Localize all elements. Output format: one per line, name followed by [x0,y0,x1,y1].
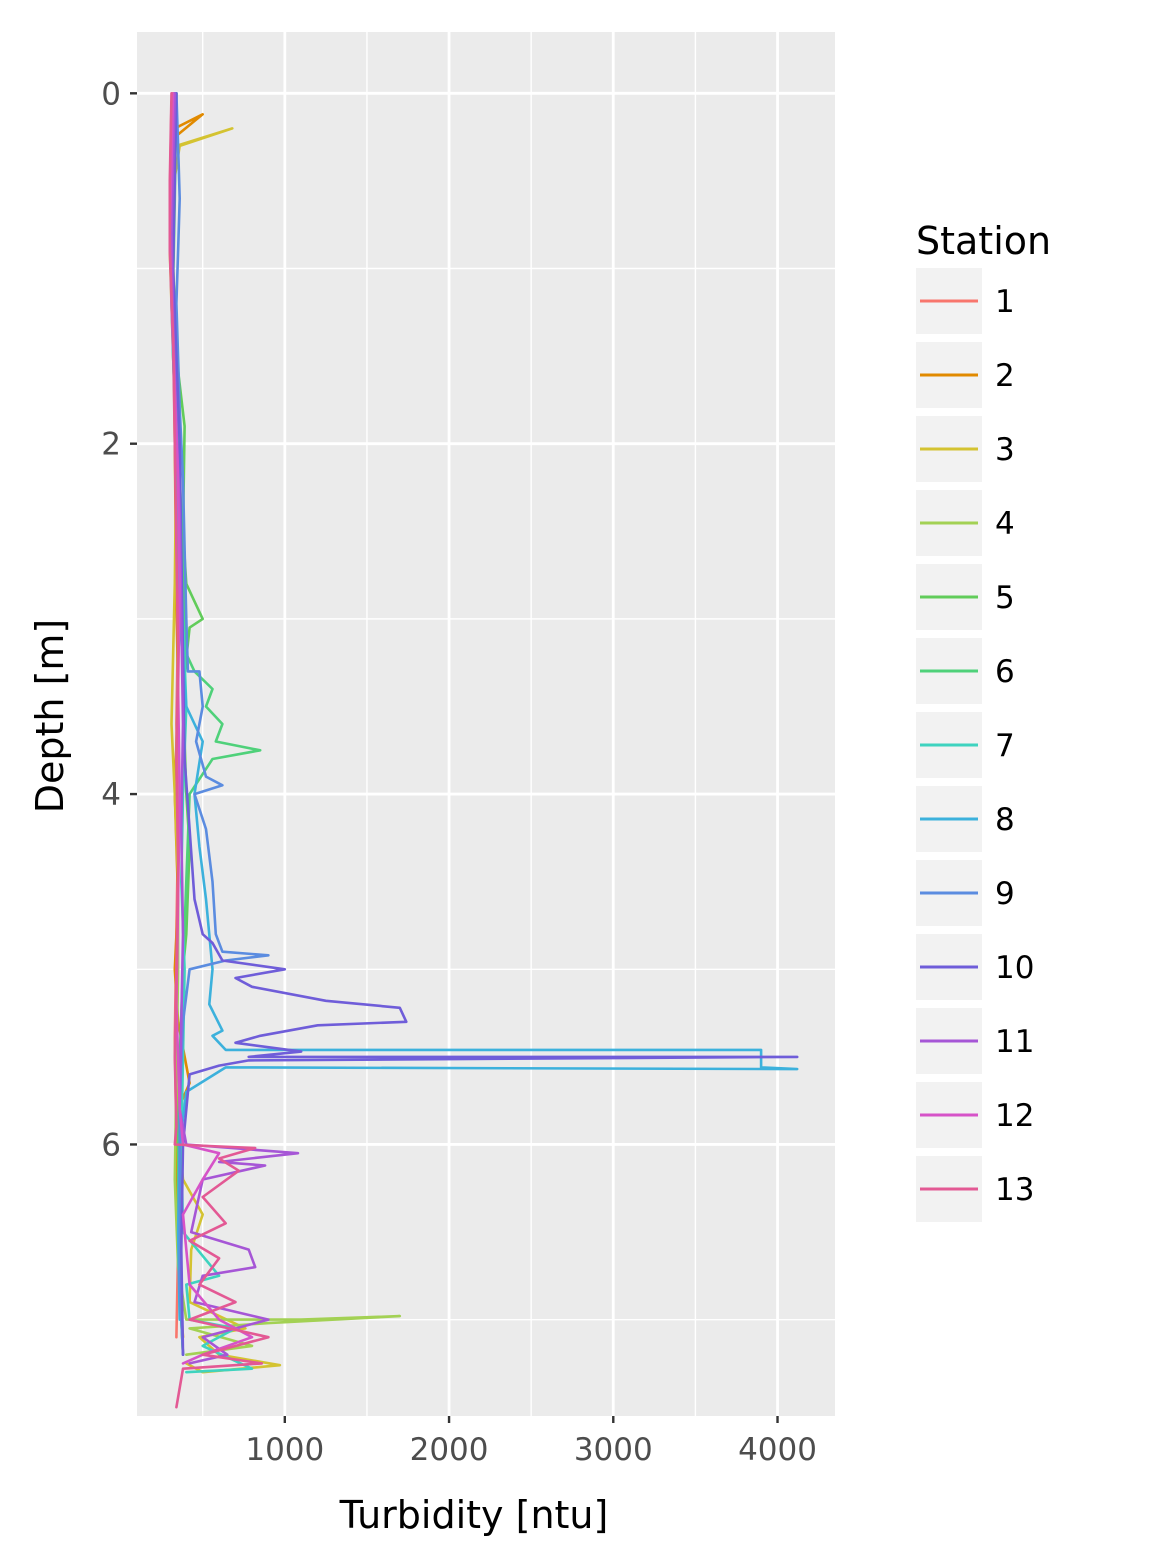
legend-label: 12 [995,1098,1034,1134]
x-tick-label: 3000 [574,1432,653,1468]
legend-label: 5 [995,580,1015,616]
y-tick-label: 6 [101,1127,121,1163]
series-line [168,92,270,1409]
series-line [175,92,270,1356]
legend-label: 6 [995,654,1015,690]
legend-label: 8 [995,802,1015,838]
grid-major [137,32,835,1416]
x-tick-label: 1000 [245,1432,324,1468]
x-axis: 1000 2000 3000 4000 [245,1416,817,1468]
plot-panel [137,32,835,1416]
y-tick-label: 2 [101,427,121,463]
legend-label: 13 [995,1172,1034,1208]
y-axis-title: Depth [m] [28,619,72,814]
y-axis: 0 2 4 6 [101,76,137,1163]
legend-label: 7 [995,728,1015,764]
legend-label: 4 [995,506,1015,542]
legend-label: 2 [995,358,1015,394]
y-tick-label: 4 [101,777,121,813]
x-axis-title: Turbidity [ntu] [339,1493,609,1537]
y-tick-label: 0 [101,76,121,112]
x-tick-label: 2000 [410,1432,489,1468]
legend-label: 3 [995,432,1015,468]
legend-title: Station [916,219,1051,263]
legend-label: 10 [995,950,1034,986]
legend-label: 11 [995,1024,1034,1060]
x-tick-label: 4000 [738,1432,817,1468]
series-layer [168,92,799,1409]
legend-label: 9 [995,876,1015,912]
legend-label: 1 [995,284,1015,320]
